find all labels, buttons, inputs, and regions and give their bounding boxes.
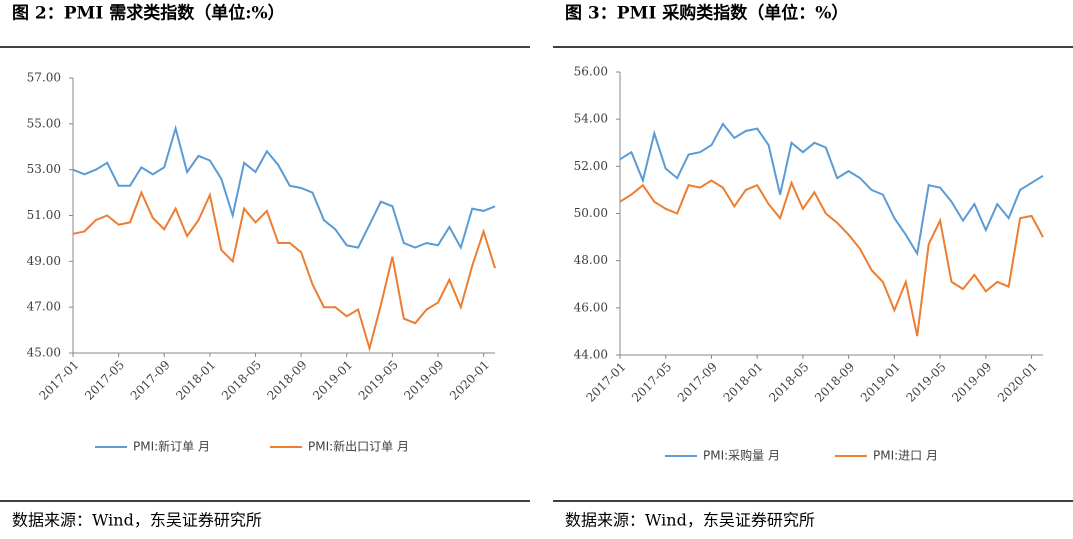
x-tick-label: 2019-01 [858, 360, 903, 405]
series-line [72, 124, 496, 251]
chart: 图 3：PMI 采购类指数（单位：%） 数据来源：Wind，东吴证券研究所 44.0… [553, 3, 1073, 530]
x-tick-label: 2020-01 [447, 358, 492, 403]
y-tick-label: 46.00 [574, 300, 608, 314]
y-tick-label: 52.00 [574, 159, 608, 173]
y-tick-label: 56.00 [574, 65, 608, 79]
y-tick-label: 55.00 [27, 116, 61, 130]
x-tick-label: 2017-09 [128, 358, 173, 403]
series-line [72, 190, 496, 353]
x-tick-label: 2017-01 [36, 358, 81, 403]
y-tick-label: 54.00 [574, 112, 608, 126]
x-tick-label: 2019-09 [401, 358, 446, 403]
x-tick-label: 2017-05 [82, 358, 127, 403]
x-tick-label: 2018-09 [812, 360, 857, 405]
y-tick-label: 44.00 [574, 348, 608, 362]
x-tick-label: 2019-01 [310, 358, 355, 403]
source: 数据来源：Wind，东吴证券研究所 [565, 511, 815, 530]
x-tick-label: 2019-05 [356, 358, 401, 403]
x-tick-label: 2017-05 [629, 360, 674, 405]
x-tick-label: 2018-01 [173, 358, 218, 403]
x-tick-label: 2017-09 [675, 360, 720, 405]
y-tick-label: 53.00 [27, 162, 61, 176]
y-tick-label: 51.00 [27, 208, 61, 222]
y-tick-label: 47.00 [27, 300, 61, 314]
legend-label: PMI:采购量 月 [703, 448, 780, 463]
series-line [619, 179, 1044, 337]
x-tick-label: 2019-05 [904, 360, 949, 405]
y-tick-label: 48.00 [574, 253, 608, 267]
legend-label: PMI:新订单 月 [133, 439, 210, 454]
chart-title: 图 2：PMI 需求类指数（单位:%） [12, 3, 285, 24]
chart-title: 图 3：PMI 采购类指数（单位：%） [565, 3, 848, 24]
y-tick-label: 49.00 [27, 254, 61, 268]
x-tick-label: 2017-01 [583, 360, 628, 405]
y-tick-label: 50.00 [574, 206, 608, 220]
y-tick-label: 57.00 [27, 71, 61, 85]
series-line [619, 122, 1044, 257]
x-tick-label: 2018-01 [721, 360, 766, 405]
x-tick-label: 2018-05 [766, 360, 811, 405]
chart: 图 2：PMI 需求类指数（单位:%） 数据来源：Wind，东吴证券研究所 45.0… [0, 3, 530, 530]
x-tick-label: 2020-01 [995, 360, 1040, 405]
x-tick-label: 2019-09 [949, 360, 994, 405]
x-tick-label: 2018-05 [219, 358, 264, 403]
x-tick-label: 2018-09 [265, 358, 310, 403]
source: 数据来源：Wind，东吴证券研究所 [12, 511, 262, 530]
legend-label: PMI:进口 月 [873, 449, 938, 463]
y-tick-label: 45.00 [27, 346, 61, 360]
legend-label: PMI:新出口订单 月 [308, 439, 409, 454]
